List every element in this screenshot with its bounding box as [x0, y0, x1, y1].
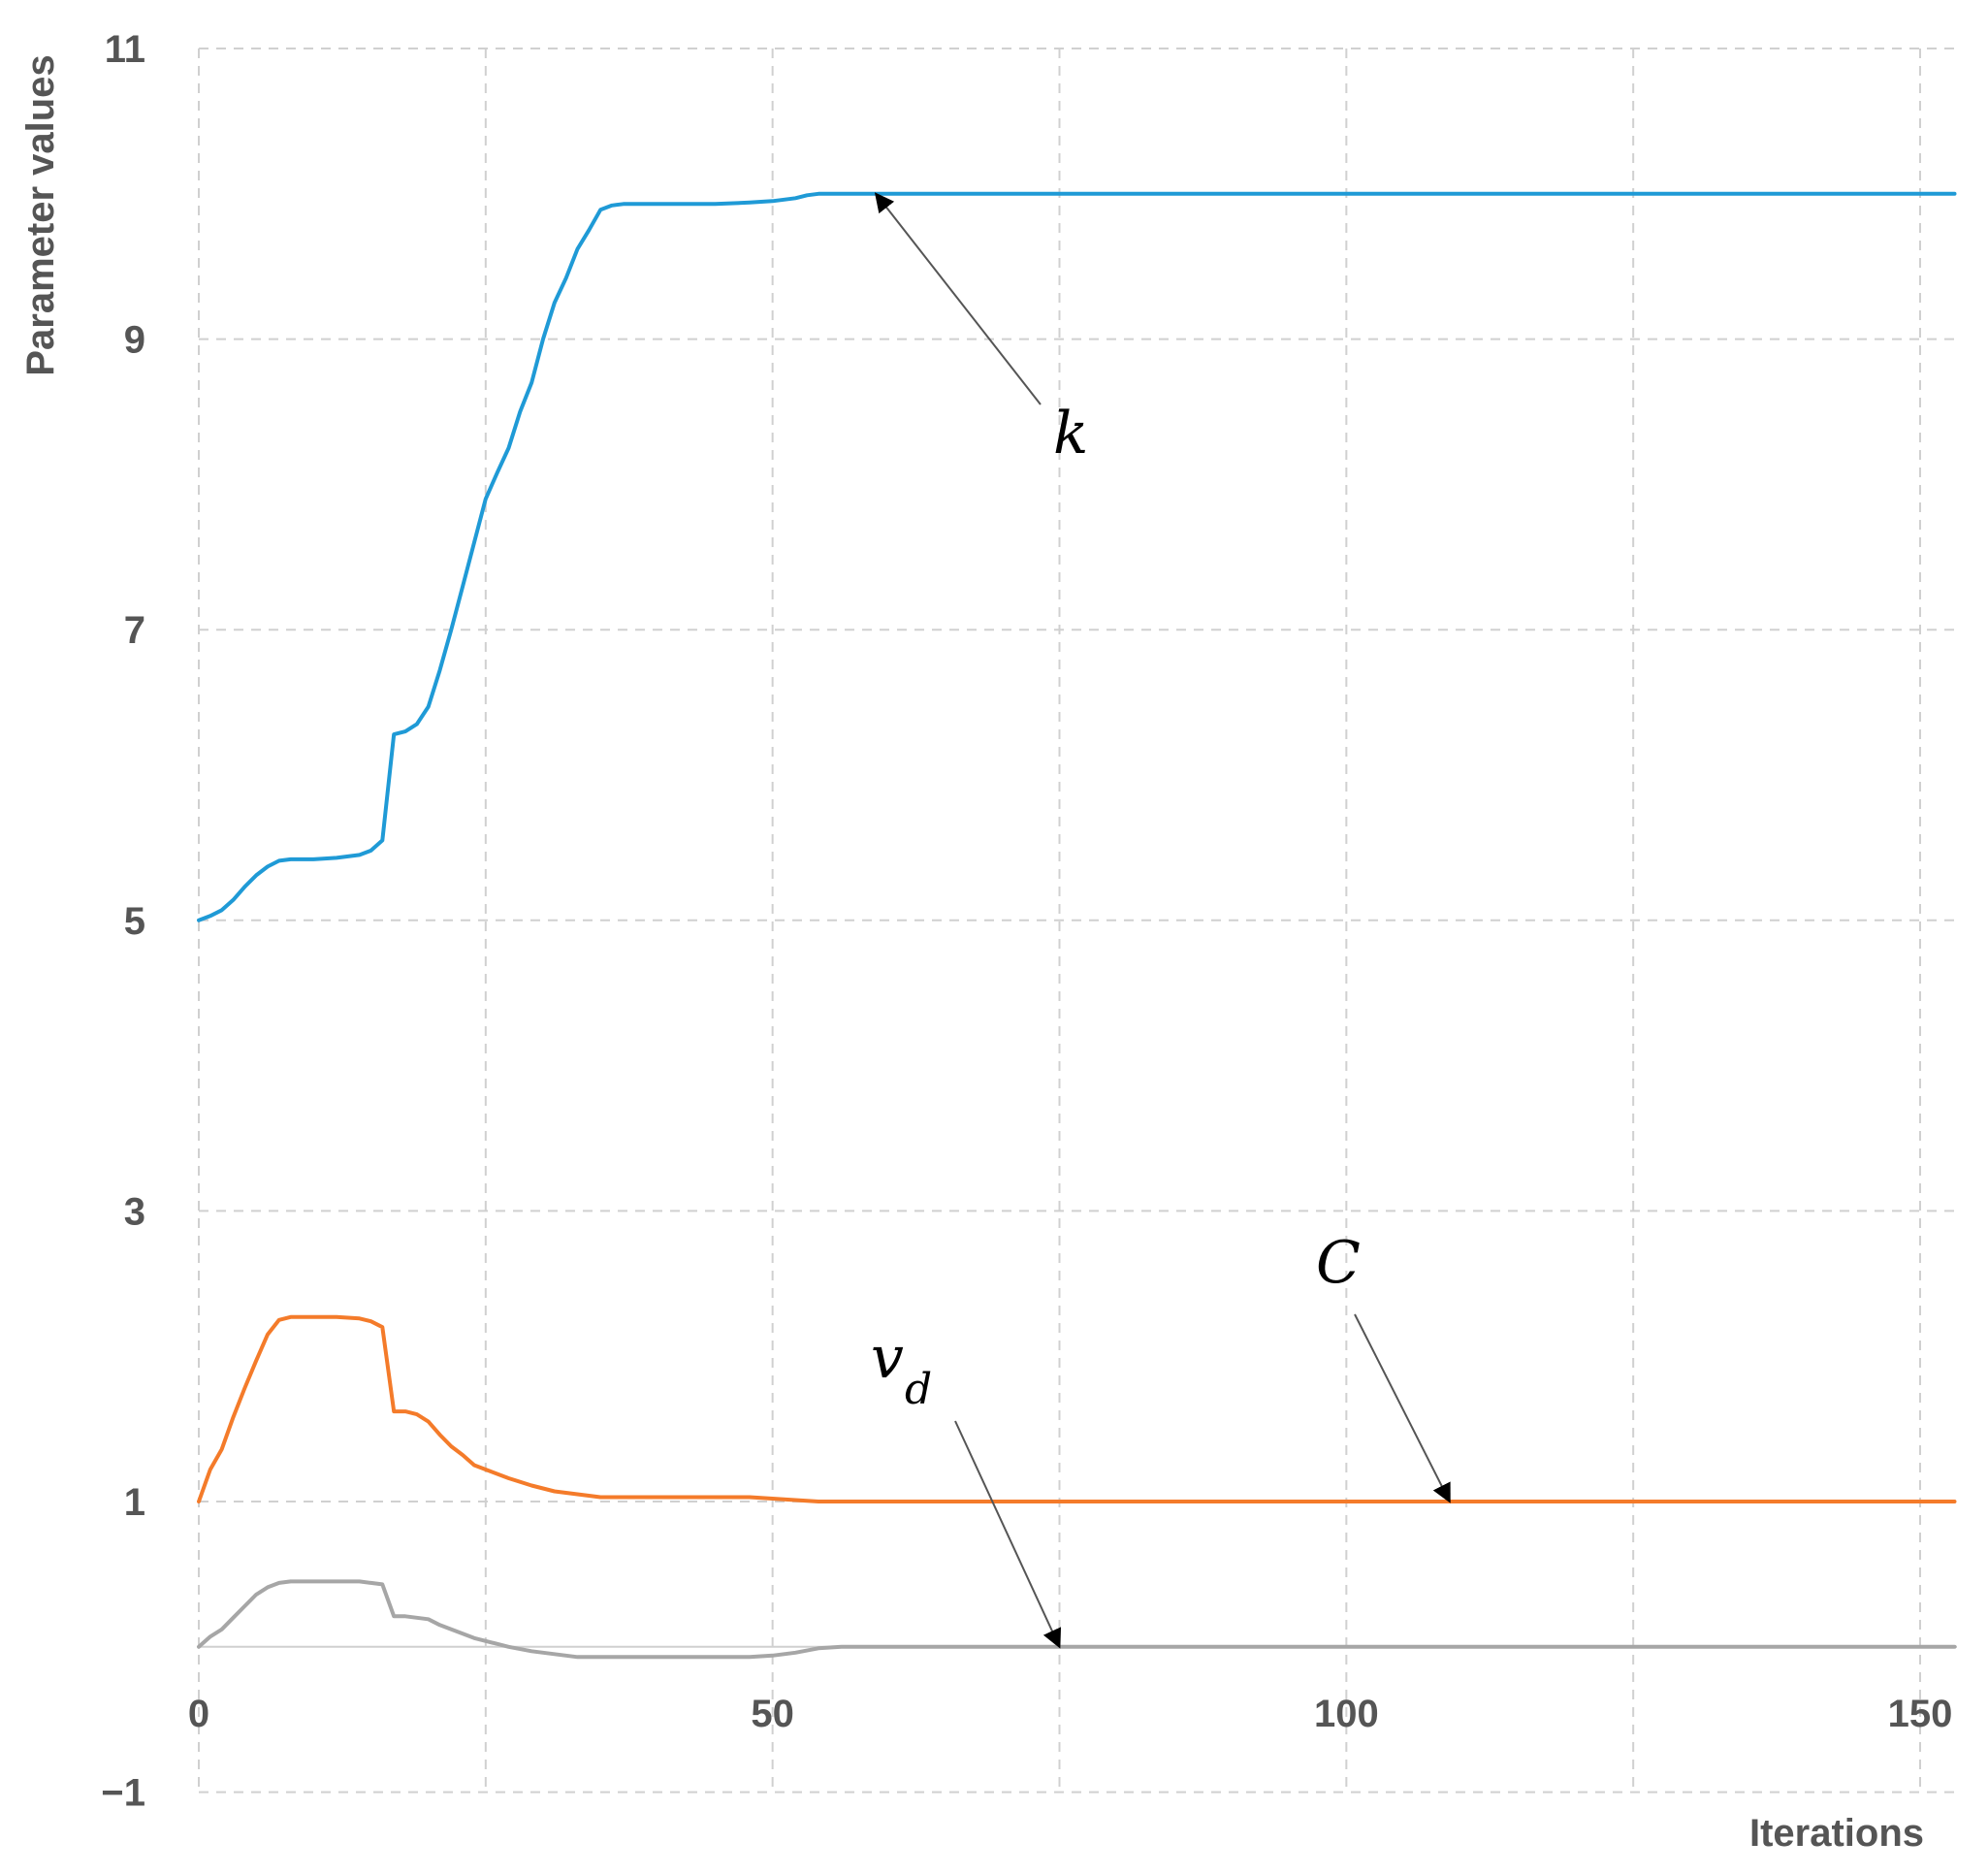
- y-tick-label: −1: [101, 1772, 145, 1815]
- x-tick-labels: 0 50 100 150: [188, 1693, 1953, 1735]
- x-tick-label: 100: [1314, 1693, 1379, 1735]
- arrow-c: [1354, 1313, 1451, 1503]
- x-axis-title: Iterations: [1749, 1812, 1924, 1855]
- series-line-c: [197, 1314, 1957, 1503]
- label-c: C: [1316, 1229, 1361, 1297]
- x-tick-label: 0: [188, 1693, 209, 1735]
- x-tick-label: 150: [1888, 1693, 1953, 1735]
- y-tick-label: 11: [105, 28, 145, 71]
- annotation-c: C: [1316, 1229, 1451, 1503]
- series-line-k: [197, 191, 1957, 922]
- y-tick-label: 7: [124, 609, 145, 652]
- y-axis-title: Parameter values: [19, 54, 62, 375]
- label-v-subscript: d: [905, 1365, 932, 1414]
- y-tick-label: 1: [124, 1481, 145, 1524]
- arrow-k: [874, 192, 1042, 405]
- x-tick-label: 50: [751, 1693, 794, 1735]
- series-lines: [197, 191, 1957, 1660]
- label-k: k: [1053, 400, 1088, 468]
- series-line-v-d: [197, 1579, 1957, 1660]
- y-tick-labels: −1 1 3 5 7 9 11: [101, 28, 145, 1815]
- annotation-vd: v d: [871, 1324, 1062, 1649]
- y-tick-label: 3: [124, 1190, 145, 1233]
- y-tick-label: 9: [124, 319, 145, 362]
- annotation-k: k: [874, 192, 1088, 468]
- label-v: v: [871, 1324, 904, 1392]
- grid: [198, 48, 1957, 1793]
- y-tick-label: 5: [124, 900, 145, 943]
- arrow-vd: [954, 1420, 1062, 1649]
